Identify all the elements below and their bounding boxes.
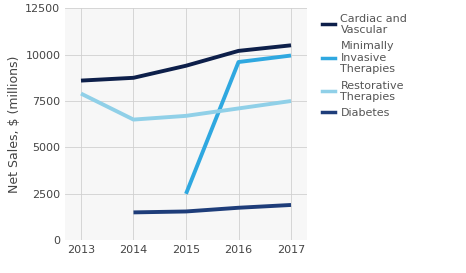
Legend: Cardiac and
Vascular, Minimally
Invasive
Therapies, Restorative
Therapies, Diabe: Cardiac and Vascular, Minimally Invasive… <box>317 9 412 123</box>
Y-axis label: Net Sales, $ (millions): Net Sales, $ (millions) <box>8 55 21 193</box>
